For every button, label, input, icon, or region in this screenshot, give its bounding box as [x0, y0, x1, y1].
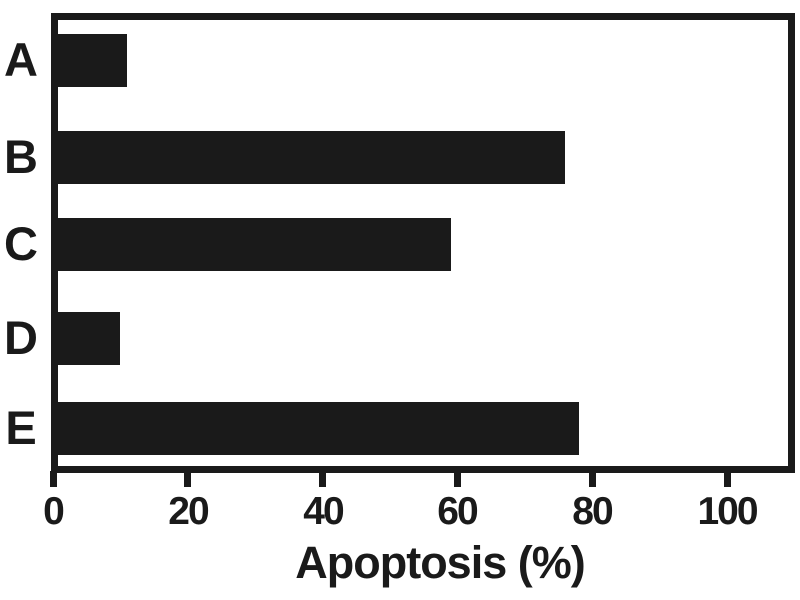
x-tick-mark-0 — [50, 471, 57, 487]
category-label-b: B — [4, 130, 38, 183]
bar-a — [58, 33, 127, 87]
category-label-d: D — [4, 311, 38, 364]
x-tick-mark-20 — [184, 471, 191, 487]
bar-e — [58, 401, 579, 455]
x-tick-label-0: 0 — [43, 490, 65, 533]
x-tick-label-60: 60 — [437, 490, 478, 533]
x-tick-label-100: 100 — [697, 490, 758, 533]
category-label-e: E — [5, 401, 36, 454]
x-tick-mark-100 — [724, 471, 731, 487]
x-tick-label-80: 80 — [572, 490, 613, 533]
x-tick-label-20: 20 — [168, 490, 209, 533]
plot-area — [51, 13, 795, 473]
bar-c — [58, 217, 451, 271]
x-tick-mark-80 — [589, 471, 596, 487]
category-label-c: C — [4, 217, 38, 270]
x-tick-label-40: 40 — [303, 490, 344, 533]
x-tick-mark-40 — [319, 471, 326, 487]
category-label-a: A — [4, 33, 38, 86]
x-tick-mark-60 — [454, 471, 461, 487]
bar-b — [58, 130, 565, 184]
bar-d — [58, 311, 120, 365]
x-axis-label: Apoptosis (%) — [295, 537, 585, 588]
